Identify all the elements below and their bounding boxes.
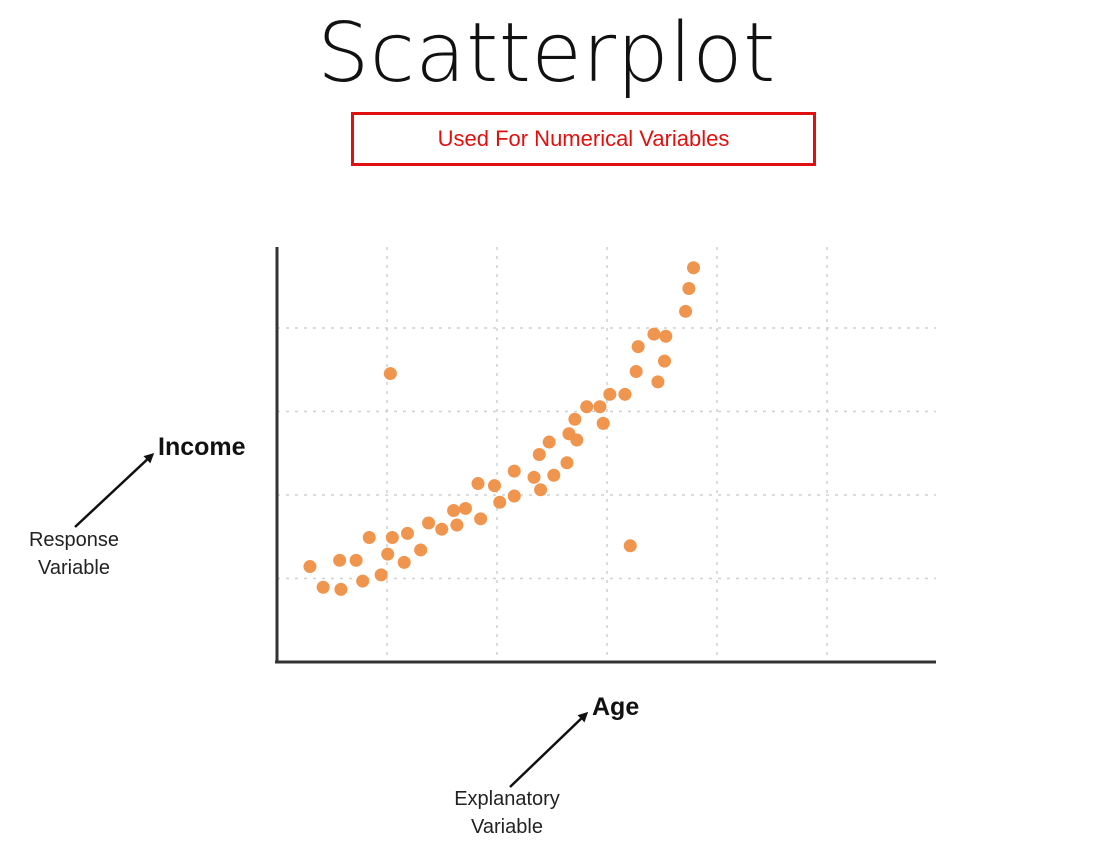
subtitle-box: Used For Numerical Variables	[351, 112, 816, 166]
explanatory-line-2: Variable	[471, 816, 543, 838]
data-point	[400, 526, 414, 540]
data-point	[362, 531, 376, 544]
data-point	[471, 477, 485, 491]
data-point	[568, 412, 582, 426]
data-point	[303, 560, 317, 574]
data-point	[682, 282, 696, 295]
data-point	[374, 568, 388, 582]
data-point	[507, 489, 521, 503]
data-point	[593, 400, 607, 414]
data-point	[570, 433, 584, 447]
data-point	[651, 375, 665, 389]
subtitle-text: Used For Numerical Variables	[437, 126, 730, 151]
data-point	[580, 400, 594, 414]
response-line-1: Response	[28, 529, 120, 551]
data-point	[450, 518, 464, 532]
data-point	[334, 582, 348, 596]
data-point	[560, 456, 574, 470]
data-point	[527, 470, 541, 484]
data-point	[381, 547, 395, 561]
data-point	[333, 553, 347, 567]
data-point	[383, 367, 397, 381]
data-point	[487, 479, 501, 493]
response-variable-label: Response Variable	[8, 526, 140, 582]
data-point	[458, 501, 472, 515]
data-point	[547, 468, 561, 482]
grid-lines	[277, 247, 936, 662]
data-point	[397, 555, 411, 569]
data-point	[422, 516, 436, 530]
data-point	[507, 464, 521, 478]
explanatory-arrow	[509, 711, 589, 788]
data-point	[647, 327, 661, 341]
data-point	[686, 261, 700, 275]
data-point	[316, 580, 330, 594]
data-point	[447, 504, 461, 518]
data-point	[659, 329, 673, 343]
x-axis-label: Age	[592, 693, 640, 721]
data-point	[474, 512, 488, 526]
data-point	[603, 387, 617, 401]
data-point	[618, 387, 632, 401]
data-point	[596, 416, 610, 430]
data-point	[385, 531, 399, 544]
data-point	[534, 483, 548, 497]
data-point	[414, 543, 428, 557]
data-point	[631, 340, 645, 354]
data-point	[493, 495, 507, 509]
data-point	[657, 354, 671, 368]
data-point	[623, 539, 637, 553]
data-point	[435, 522, 449, 536]
data-point	[542, 435, 556, 449]
response-arrow	[74, 452, 155, 528]
data-points	[303, 261, 700, 596]
slide-title: Scatterplot	[317, 6, 776, 101]
explanatory-variable-label: Explanatory Variable	[437, 785, 577, 841]
data-point	[679, 304, 693, 318]
y-axis-label: Income	[158, 433, 246, 461]
data-point	[349, 553, 363, 567]
response-line-2: Variable	[38, 557, 110, 579]
explanatory-line-1: Explanatory	[454, 788, 560, 810]
data-point	[356, 574, 370, 588]
data-point	[532, 448, 546, 461]
data-point	[629, 365, 643, 378]
